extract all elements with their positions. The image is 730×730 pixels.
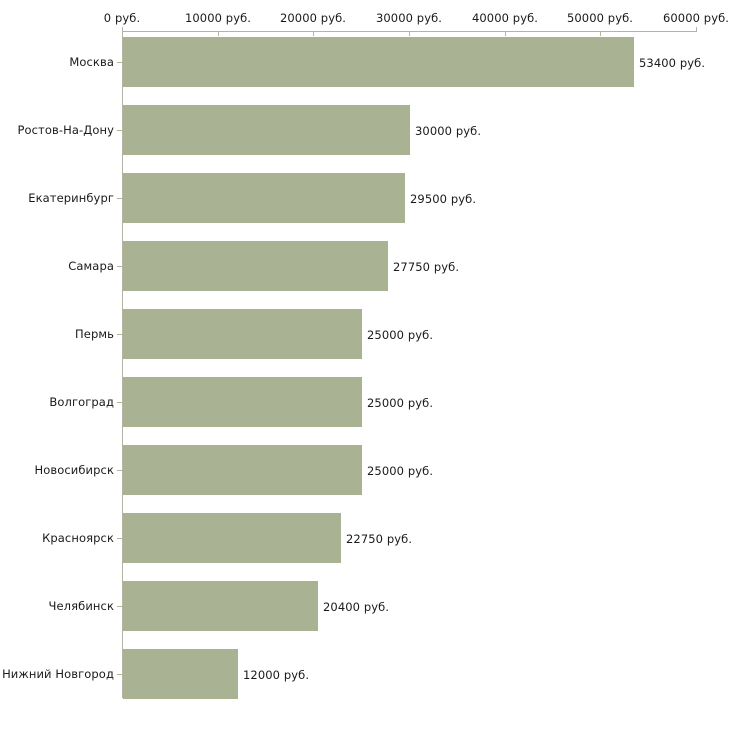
bar-value-label: 12000 руб. <box>243 668 310 682</box>
bar[interactable] <box>123 445 362 495</box>
y-axis-tick <box>117 606 122 607</box>
bar-value-label: 27750 руб. <box>393 260 460 274</box>
x-axis-tick <box>218 31 219 36</box>
y-axis-category-label: Ростов-На-Дону <box>17 123 114 137</box>
x-axis-start-cap <box>122 27 123 32</box>
y-axis-category-label: Челябинск <box>48 599 114 613</box>
y-axis-tick <box>117 538 122 539</box>
y-axis-line <box>122 31 123 698</box>
bar[interactable] <box>123 513 341 563</box>
bar-value-label: 53400 руб. <box>639 56 706 70</box>
y-axis-tick <box>117 334 122 335</box>
bar[interactable] <box>123 173 405 223</box>
bar[interactable] <box>123 309 362 359</box>
x-axis-tick-label: 40000 руб. <box>471 11 539 25</box>
bar[interactable] <box>123 37 634 87</box>
y-axis-tick <box>117 266 122 267</box>
x-axis-tick-label: 50000 руб. <box>566 11 634 25</box>
x-axis-tick-label: 0 руб. <box>103 11 141 25</box>
x-axis-tick <box>600 31 601 36</box>
y-axis-category-label: Москва <box>69 55 114 69</box>
y-axis-tick <box>117 198 122 199</box>
x-axis-tick <box>505 31 506 36</box>
bar-value-label: 25000 руб. <box>367 328 434 342</box>
x-axis-tick-label: 10000 руб. <box>184 11 252 25</box>
bar-value-label: 25000 руб. <box>367 396 434 410</box>
y-axis-tick <box>117 674 122 675</box>
bar-value-label: 22750 руб. <box>346 532 413 546</box>
x-axis-tick <box>313 31 314 36</box>
bar[interactable] <box>123 377 362 427</box>
bar-value-label: 25000 руб. <box>367 464 434 478</box>
y-axis-category-label: Нижний Новгород <box>2 667 114 681</box>
x-axis-end-cap <box>696 27 697 32</box>
y-axis-category-label: Новосибирск <box>34 463 114 477</box>
bar[interactable] <box>123 105 410 155</box>
x-axis-tick-label: 60000 руб. <box>662 11 730 25</box>
y-axis-category-label: Самара <box>68 259 114 273</box>
bar[interactable] <box>123 649 238 699</box>
y-axis-tick <box>117 402 122 403</box>
x-axis-tick <box>409 31 410 36</box>
y-axis-category-label: Екатеринбург <box>28 191 114 205</box>
bar-value-label: 30000 руб. <box>415 124 482 138</box>
bar[interactable] <box>123 241 388 291</box>
y-axis-category-label: Пермь <box>75 327 114 341</box>
bar-value-label: 29500 руб. <box>410 192 477 206</box>
y-axis-tick <box>117 130 122 131</box>
x-axis-tick-label: 30000 руб. <box>375 11 443 25</box>
y-axis-category-label: Волгоград <box>49 395 114 409</box>
bar[interactable] <box>123 581 318 631</box>
y-axis-tick <box>117 470 122 471</box>
y-axis-tick <box>117 62 122 63</box>
bar-value-label: 20400 руб. <box>323 600 390 614</box>
y-axis-category-label: Красноярск <box>42 531 114 545</box>
x-axis-tick-label: 20000 руб. <box>279 11 347 25</box>
